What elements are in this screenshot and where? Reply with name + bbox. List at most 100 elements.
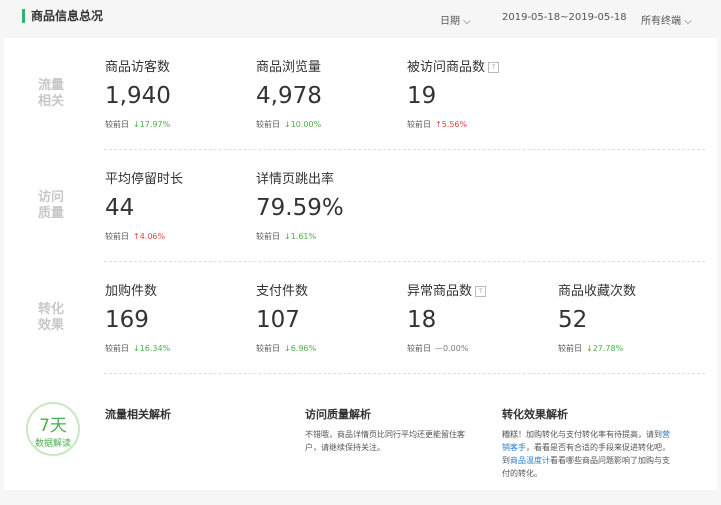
date-range[interactable]: 2019-05-18~2019-05-18 bbox=[502, 12, 627, 23]
metric-value: 1,940 bbox=[105, 83, 171, 109]
compare-change: 1.61% bbox=[290, 232, 317, 241]
metric-name-text: 被访问商品数 bbox=[407, 60, 486, 75]
analysis-text: 糟糕！加购转化与支付转化率有待提高，请到 bbox=[502, 430, 662, 439]
metric-name: 商品收藏次数 bbox=[558, 280, 708, 299]
analysis-title: 流量相关解析 bbox=[105, 408, 171, 421]
trend-arrow: ↓ bbox=[284, 344, 291, 353]
metric-compare: 较前日 ↑5.56% bbox=[407, 119, 557, 130]
section: 流量相关 商品访客数 1,940 较前日 ↓17.97% 商品浏览量 4,978 较前日 ↓10… bbox=[4, 38, 717, 150]
metric-name: 商品访客数 bbox=[105, 56, 255, 75]
analysis-text: 看看哪些商品问题影响了加购与支付的转化。 bbox=[502, 456, 670, 478]
analysis: 访问质量解析不错哦，商品详情页比同行平均还更能留住客户，请继续保持关注。 bbox=[305, 406, 477, 454]
metric-compare: 较前日 —0.00% bbox=[407, 343, 557, 354]
main-panel: 流量相关 商品访客数 1,940 较前日 ↓17.97% 商品浏览量 4,978 较前日 ↓10… bbox=[4, 38, 717, 490]
analysis-body: 不错哦，商品详情页比同行平均还更能留住客户，请继续保持关注。 bbox=[305, 428, 477, 454]
section-label: 访问质量 bbox=[38, 190, 65, 221]
badge-caption: 数据解读 bbox=[34, 439, 71, 449]
compare-change: 10.00% bbox=[290, 120, 322, 129]
compare-label: 较前日 bbox=[256, 232, 280, 241]
metric-name-text: 加购件数 bbox=[105, 284, 158, 299]
metric-compare: 较前日 ↓27.78% bbox=[558, 343, 708, 354]
analysis-text: 不错哦，商品详情页比同行平均还更能留住客户，请继续保持关注。 bbox=[305, 430, 465, 452]
compare-label: 较前日 bbox=[105, 344, 129, 353]
terminal-text: 所有终端 bbox=[641, 16, 681, 27]
metric-compare: 较前日 ↓1.61% bbox=[256, 231, 406, 242]
metric: 异常商品数? 18 较前日 —0.00% bbox=[407, 280, 557, 354]
compare-change: 5.56% bbox=[441, 120, 468, 129]
metric-name: 支付件数 bbox=[256, 280, 406, 299]
help-icon[interactable]: ? bbox=[475, 286, 487, 297]
metric: 加购件数 169 较前日 ↓16.34% bbox=[105, 280, 255, 354]
trend-arrow: — bbox=[435, 344, 443, 353]
metric-name: 商品浏览量 bbox=[256, 56, 406, 75]
separator bbox=[104, 373, 705, 374]
analysis-link[interactable]: 商品温度计 bbox=[510, 456, 550, 465]
compare-change: 17.97% bbox=[139, 120, 171, 129]
compare-label: 较前日 bbox=[407, 344, 431, 353]
metric-name-text: 平均停留时长 bbox=[105, 172, 184, 187]
metric: 详情页跳出率 79.59% 较前日 ↓1.61% bbox=[256, 168, 406, 242]
badge-days: 7天 bbox=[39, 416, 67, 436]
metric-name-text: 支付件数 bbox=[256, 284, 309, 299]
metric-name: 被访问商品数? bbox=[407, 56, 557, 75]
metric: 支付件数 107 较前日 ↓6.96% bbox=[256, 280, 406, 354]
trend-arrow: ↑ bbox=[435, 120, 442, 129]
terminal-select[interactable]: 所有终端 ⌵ bbox=[641, 16, 692, 27]
date-label[interactable]: 日期 ⌵ bbox=[440, 16, 471, 27]
metric-name-text: 商品浏览量 bbox=[256, 60, 322, 75]
section: 转化效果 加购件数 169 较前日 ↓16.34% 支付件数 107 较前日 ↓6.96% 异常商… bbox=[4, 262, 717, 374]
compare-change: 16.34% bbox=[139, 344, 171, 353]
metric-name-text: 详情页跳出率 bbox=[256, 172, 335, 187]
analysis-link[interactable]: 营销客手 bbox=[502, 430, 670, 452]
analysis-title: 转化效果解析 bbox=[502, 408, 568, 421]
metric-value: 169 bbox=[105, 307, 149, 333]
compare-change: 0.00% bbox=[443, 344, 469, 353]
help-icon[interactable]: ? bbox=[488, 62, 500, 73]
compare-label: 较前日 bbox=[105, 120, 129, 129]
trend-arrow: ↓ bbox=[284, 232, 291, 241]
metric-name-text: 异常商品数 bbox=[407, 284, 473, 299]
trend-arrow: ↑ bbox=[133, 232, 140, 241]
metric-name: 异常商品数? bbox=[407, 280, 557, 299]
compare-change: 4.06% bbox=[139, 232, 166, 241]
metric-name-text: 商品收藏次数 bbox=[558, 284, 637, 299]
metric-value: 19 bbox=[407, 83, 437, 109]
compare-label: 较前日 bbox=[105, 232, 129, 241]
metric-name-text: 商品访客数 bbox=[105, 60, 171, 75]
metric: 商品访客数 1,940 较前日 ↓17.97% bbox=[105, 56, 255, 130]
metric-name: 详情页跳出率 bbox=[256, 168, 406, 187]
compare-label: 较前日 bbox=[256, 344, 280, 353]
badge: 7天数据解读 bbox=[26, 402, 80, 456]
metric-name: 平均停留时长 bbox=[105, 168, 255, 187]
metric-compare: 较前日 ↓16.34% bbox=[105, 343, 255, 354]
metric-name: 加购件数 bbox=[105, 280, 255, 299]
metric-value: 79.59% bbox=[256, 195, 344, 221]
separator bbox=[104, 149, 705, 150]
header-title: 商品信息总况 bbox=[22, 9, 103, 23]
compare-change: 6.96% bbox=[290, 344, 317, 353]
metric-value: 4,978 bbox=[256, 83, 322, 109]
header: 商品信息总况 日期 ⌵ 2019-05-18~2019-05-18 所有终端 ⌵ bbox=[0, 0, 721, 38]
analysis-body: 糟糕！加购转化与支付转化率有待提高，请到营销客手，看看是否有合适的手段来促进转化… bbox=[502, 428, 674, 480]
analysis: 流量相关解析 bbox=[105, 406, 277, 428]
metric: 商品浏览量 4,978 较前日 ↓10.00% bbox=[256, 56, 406, 130]
metric-compare: 较前日 ↑4.06% bbox=[105, 231, 255, 242]
metric-value: 18 bbox=[407, 307, 437, 333]
trend-arrow: ↓ bbox=[133, 344, 140, 353]
metric: 商品收藏次数 52 较前日 ↓27.78% bbox=[558, 280, 708, 354]
metric-compare: 较前日 ↓6.96% bbox=[256, 343, 406, 354]
metric-compare: 较前日 ↓17.97% bbox=[105, 119, 255, 130]
trend-arrow: ↓ bbox=[284, 120, 291, 129]
section: 访问质量 平均停留时长 44 较前日 ↑4.06% 详情页跳出率 79.59% 较前日 ↓1.6… bbox=[4, 150, 717, 262]
metric-value: 44 bbox=[105, 195, 135, 221]
metric-value: 107 bbox=[256, 307, 300, 333]
compare-change: 27.78% bbox=[592, 344, 624, 353]
section-label: 转化效果 bbox=[38, 302, 65, 333]
analysis-title: 访问质量解析 bbox=[305, 408, 371, 421]
compare-label: 较前日 bbox=[407, 120, 431, 129]
metric: 平均停留时长 44 较前日 ↑4.06% bbox=[105, 168, 255, 242]
analysis-text: ，看看是否有合适的手段来促进转化吧，到 bbox=[502, 443, 670, 465]
trend-arrow: ↓ bbox=[586, 344, 593, 353]
metric: 被访问商品数? 19 较前日 ↑5.56% bbox=[407, 56, 557, 130]
